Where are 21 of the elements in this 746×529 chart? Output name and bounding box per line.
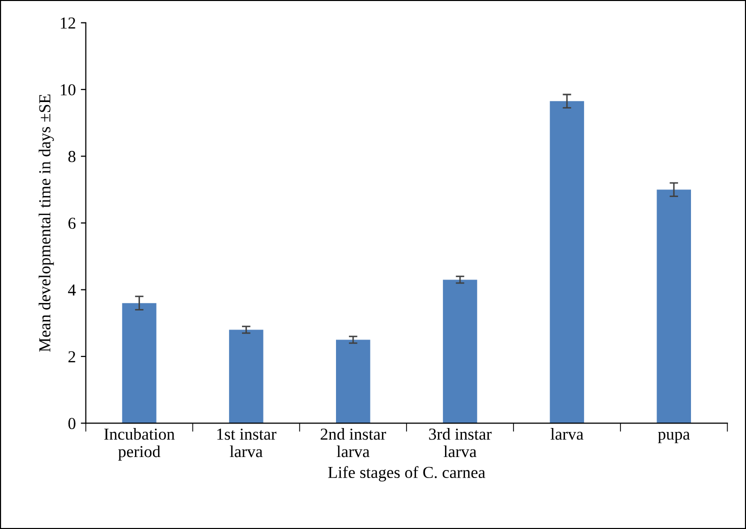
y-tick-label: 8 [68, 150, 76, 162]
x-axis-title: Life stages of C. carnea [328, 466, 486, 482]
bar [442, 280, 478, 424]
x-tick-label: 2nd instar larva [320, 428, 386, 458]
y-tick-label: 0 [68, 418, 76, 430]
y-tick-label: 2 [68, 351, 76, 362]
bar [550, 101, 584, 424]
x-tick-label: pupa [658, 432, 690, 444]
x-tick-label: Incubation period [104, 428, 175, 461]
x-tick-label: larva [550, 428, 584, 440]
y-axis-title: Mean developmental time in days ±SE [38, 94, 54, 352]
bar [336, 340, 370, 424]
y-tick-label: 12 [60, 17, 76, 29]
bar [122, 303, 156, 424]
y-tick-label: 6 [68, 218, 76, 229]
y-tick-label: 4 [68, 284, 76, 296]
x-tick-label: 3rd instar larva [429, 428, 492, 458]
bar [229, 330, 264, 424]
x-tick-label: 1st instar larva [217, 428, 276, 458]
bar [656, 190, 691, 424]
y-tick-label: 10 [60, 84, 76, 96]
